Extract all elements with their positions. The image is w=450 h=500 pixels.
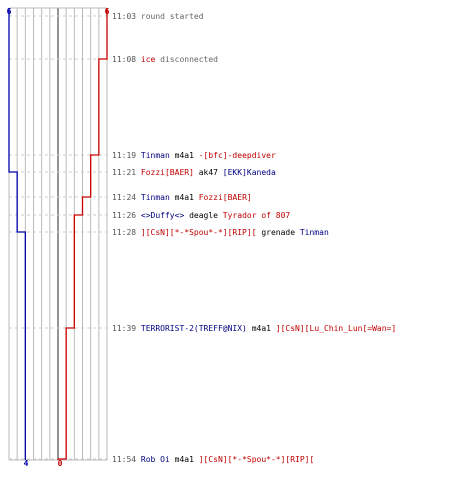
event-text: Tinman (141, 151, 170, 160)
event-text: m4a1 (170, 455, 199, 464)
event-row: 11:03 round started (112, 12, 204, 21)
event-text: Fozzi[BAER] (141, 168, 194, 177)
timeline-grid (8, 7, 108, 461)
event-text: ak47 (194, 168, 223, 177)
event-row: 11:26 <>Duffy<> deagle Tyrador of 807 (112, 211, 290, 220)
event-text: m4a1 (247, 324, 276, 333)
event-text: Rob Oi (141, 455, 170, 464)
event-row: 11:08 ice disconnected (112, 55, 218, 64)
event-time: 11:19 Tinman m4a1 -[bfc]-deepdiver (112, 151, 276, 160)
event-text: m4a1 (170, 193, 199, 202)
event-time: 11:24 Tinman m4a1 Fozzi[BAER] (112, 193, 252, 202)
event-text: TERRORIST-2(TREFF@NIX) (141, 324, 247, 333)
event-text: Fozzi[BAER] (199, 193, 252, 202)
event-text: ][CsN][*-*Spou*-*][RIP][ (141, 228, 257, 237)
event-time: 11:21 Fozzi[BAER] ak47 [EKK]Kaneda (112, 168, 276, 177)
event-text: -[bfc]-deepdiver (199, 151, 276, 160)
team-scores: 6 6 4 0 (7, 7, 110, 468)
red-score-bottom: 0 (58, 459, 63, 468)
blue-score-top: 6 (7, 7, 12, 16)
event-log: 11:03 round started 11:08 ice disconnecte… (112, 12, 396, 464)
event-row: 11:28 ][CsN][*-*Spou*-*][RIP][ grenade T… (112, 228, 329, 237)
red-score-top: 6 (105, 7, 110, 16)
event-time: 11:54 Rob Oi m4a1 ][CsN][*-*Spou*-*][RIP… (112, 455, 314, 464)
team-alive-lines (8, 8, 108, 460)
event-row: 11:39 TERRORIST-2(TREFF@NIX) m4a1 ][CsN]… (112, 324, 396, 333)
event-time: 11:03 round started (112, 12, 204, 21)
event-time: 11:26 <>Duffy<> deagle Tyrador of 807 (112, 211, 290, 220)
event-text: [EKK]Kaneda (223, 168, 276, 177)
event-time: 11:08 ice disconnected (112, 55, 218, 64)
event-text: <>Duffy<> (141, 211, 185, 220)
event-row: 11:21 Fozzi[BAER] ak47 [EKK]Kaneda (112, 168, 276, 177)
event-text: deagle (184, 211, 223, 220)
event-row: 11:54 Rob Oi m4a1 ][CsN][*-*Spou*-*][RIP… (112, 455, 314, 464)
event-text: ][CsN][Lu_Chin_Lun[=Wan=] (276, 324, 396, 333)
event-text: Tyrador of 807 (223, 211, 291, 220)
event-time: 11:28 ][CsN][*-*Spou*-*][RIP][ grenade T… (112, 228, 329, 237)
event-text: ][CsN][*-*Spou*-*][RIP][ (199, 455, 315, 464)
terrorist-alive-line (57, 8, 108, 460)
ct-alive-line (8, 8, 26, 460)
event-text: round started (141, 12, 204, 21)
event-text: grenade (257, 228, 300, 237)
blue-score-bottom: 4 (24, 459, 29, 468)
event-time: 11:39 TERRORIST-2(TREFF@NIX) m4a1 ][CsN]… (112, 324, 396, 333)
event-text: disconnected (155, 55, 218, 64)
event-row: 11:19 Tinman m4a1 -[bfc]-deepdiver (112, 151, 276, 160)
event-text: ice (141, 55, 156, 64)
event-text: m4a1 (170, 151, 199, 160)
event-text: Tinman (300, 228, 329, 237)
event-row: 11:24 Tinman m4a1 Fozzi[BAER] (112, 193, 252, 202)
event-text: Tinman (141, 193, 170, 202)
